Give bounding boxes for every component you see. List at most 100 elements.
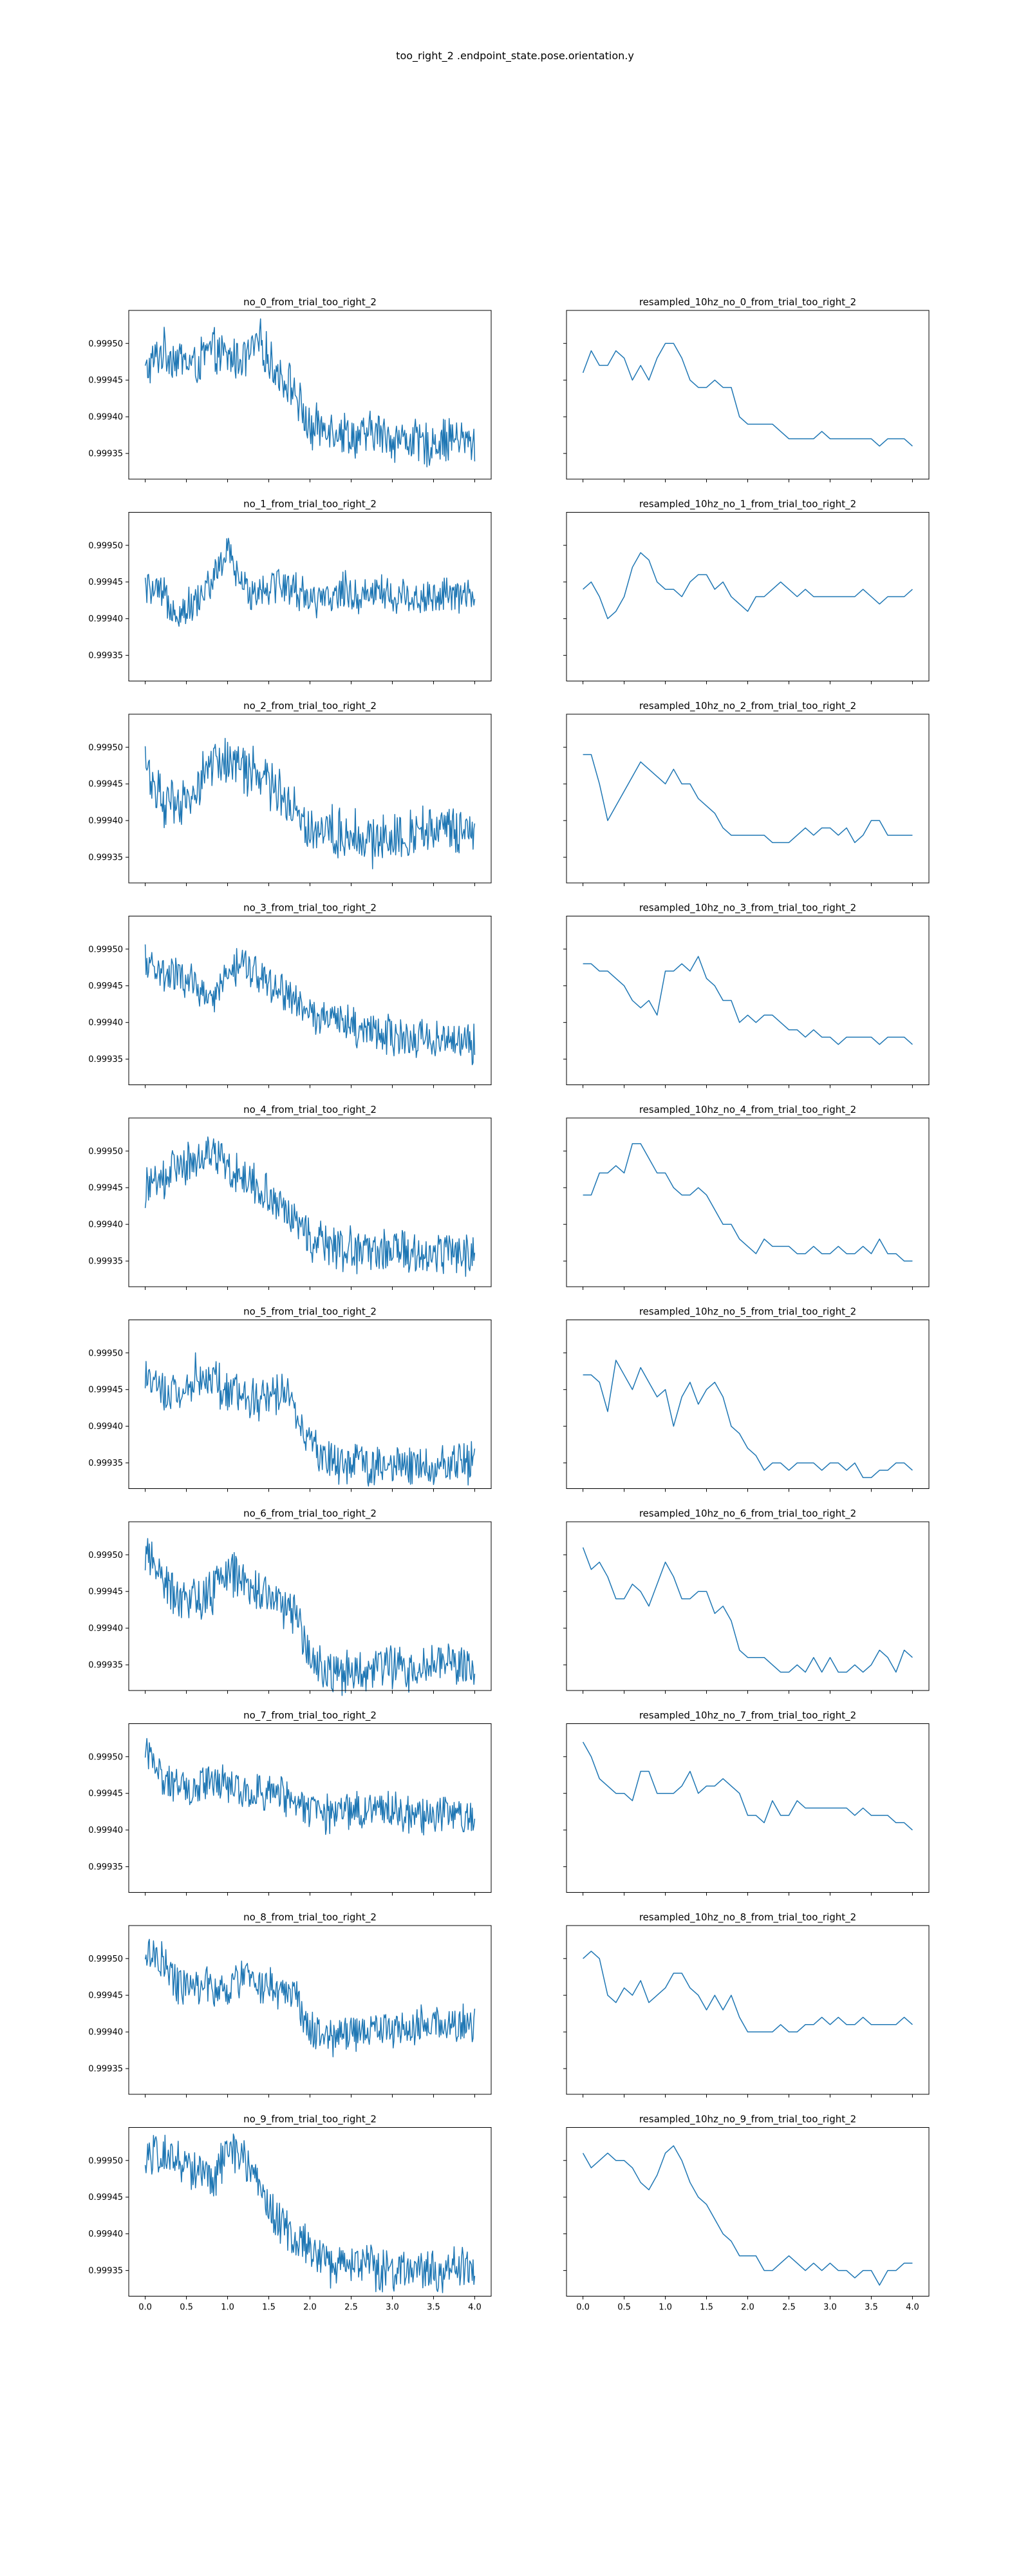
- series-line: [582, 343, 913, 447]
- subplot-title: no_6_from_trial_too_right_2: [243, 1508, 377, 1520]
- panel-4-resampled: resampled_10hz_no_4_from_trial_too_right…: [563, 1104, 930, 1290]
- series-line: [144, 737, 476, 869]
- series-line: [144, 1938, 476, 2058]
- panel-6-resampled: resampled_10hz_no_6_from_trial_too_right…: [563, 1508, 930, 1694]
- y-tick-label: 0.99940: [88, 1422, 123, 1432]
- panel-3-raw: no_3_from_trial_too_right_2 0.99935 0.9994…: [88, 902, 492, 1088]
- y-tick-label: 0.99950: [88, 1349, 123, 1358]
- panel-8-resampled: resampled_10hz_no_8_from_trial_too_right…: [563, 1911, 930, 2098]
- y-tick-label: 0.99950: [88, 2156, 123, 2166]
- panel-0-raw: no_0_from_trial_too_right_2 0.99935 0.9994…: [88, 296, 492, 482]
- x-tick-label: 0.0: [138, 2303, 152, 2313]
- panel-7-raw: no_7_from_trial_too_right_2 0.99935 0.9994…: [88, 1710, 492, 1896]
- series-line: [144, 538, 476, 627]
- plot-frame: [566, 1521, 930, 1691]
- series-line: [583, 753, 913, 844]
- y-tick-label: 0.99935: [88, 651, 123, 661]
- series-line: [583, 1359, 913, 1479]
- series-line: [582, 1547, 913, 1673]
- panel-4-raw: no_4_from_trial_too_right_2 0.99935 0.9994…: [88, 1104, 492, 1290]
- x-tick-label: 0.5: [180, 2303, 193, 2313]
- y-tick-label: 0.99940: [88, 817, 123, 826]
- x-tick-label: 4.0: [468, 2303, 482, 2313]
- panel-8-raw: no_8_from_trial_too_right_2 0.99935 0.9994…: [88, 1911, 492, 2098]
- panel-1-resampled: resampled_10hz_no_1_from_trial_too_right…: [563, 498, 930, 685]
- panel-1-raw: no_1_from_trial_too_right_2 0.99935 0.9994…: [88, 498, 492, 685]
- series-line: [144, 1738, 476, 1836]
- subplot-title: no_0_from_trial_too_right_2: [243, 296, 377, 308]
- y-tick-label: 0.99945: [88, 578, 123, 587]
- x-tick-label: 2.0: [741, 2303, 754, 2313]
- y-tick-label: 0.99935: [88, 1862, 123, 1872]
- y-tick-label: 0.99945: [88, 1991, 123, 2001]
- y-tick-label: 0.99950: [88, 339, 123, 349]
- y-tick-label: 0.99945: [88, 1184, 123, 1193]
- subplot-title: no_2_from_trial_too_right_2: [243, 700, 377, 712]
- plot-frame: [128, 1320, 492, 1489]
- series-line: [582, 1741, 913, 1831]
- y-tick-label: 0.99935: [88, 2065, 123, 2074]
- y-tick-label: 0.99935: [88, 853, 123, 863]
- plot-frame: [128, 512, 492, 681]
- plot-frame: [566, 1117, 930, 1287]
- y-tick-label: 0.99945: [88, 981, 123, 991]
- y-tick-label: 0.99935: [88, 2266, 123, 2276]
- y-tick-label: 0.99945: [88, 1385, 123, 1395]
- x-tick-label: 3.0: [386, 2303, 399, 2313]
- subplot-grid: no_0_from_trial_too_right_2 0.99935 0.9994…: [88, 296, 930, 2313]
- series-line: [583, 1951, 913, 2032]
- y-tick-label: 0.99950: [88, 1955, 123, 1964]
- subplot-title: resampled_10hz_no_0_from_trial_too_right…: [639, 296, 856, 308]
- plot-frame: [128, 310, 492, 480]
- series-line: [144, 944, 476, 1066]
- plot-frame: [566, 714, 930, 884]
- series-line: [583, 552, 913, 620]
- subplot-title: resampled_10hz_no_7_from_trial_too_right…: [639, 1710, 856, 1722]
- subplot-title: resampled_10hz_no_9_from_trial_too_right…: [639, 2114, 856, 2126]
- x-tick-label: 1.5: [262, 2303, 276, 2313]
- y-tick-label: 0.99940: [88, 1624, 123, 1634]
- panel-9-resampled: resampled_10hz_no_9_from_trial_too_right…: [563, 2114, 930, 2313]
- x-tick-label: 2.5: [344, 2303, 358, 2313]
- subplot-title: resampled_10hz_no_6_from_trial_too_right…: [639, 1508, 856, 1520]
- series-line: [583, 956, 913, 1045]
- y-tick-label: 0.99950: [88, 541, 123, 551]
- x-tick-label: 3.5: [865, 2303, 878, 2313]
- x-tick-label: 0.5: [617, 2303, 631, 2313]
- y-tick-label: 0.99935: [88, 1055, 123, 1065]
- subplot-title: no_4_from_trial_too_right_2: [243, 1104, 377, 1116]
- y-tick-label: 0.99935: [88, 1459, 123, 1468]
- plot-frame: [566, 916, 930, 1085]
- subplot-title: resampled_10hz_no_3_from_trial_too_right…: [639, 902, 856, 914]
- y-tick-label: 0.99940: [88, 2230, 123, 2239]
- plot-frame: [566, 310, 930, 480]
- plot-frame: [128, 714, 492, 884]
- y-tick-label: 0.99935: [88, 1661, 123, 1671]
- x-tick-label: 0.0: [576, 2303, 590, 2313]
- plot-frame: [128, 916, 492, 1085]
- y-tick-label: 0.99940: [88, 614, 123, 624]
- subplot-title: no_3_from_trial_too_right_2: [243, 902, 377, 914]
- subplot-title: resampled_10hz_no_4_from_trial_too_right…: [639, 1104, 856, 1116]
- panel-3-resampled: resampled_10hz_no_3_from_trial_too_right…: [563, 902, 930, 1088]
- y-tick-label: 0.99945: [88, 1587, 123, 1597]
- figure-suptitle: too_right_2 .endpoint_state.pose.orienta…: [396, 50, 634, 62]
- plot-frame: [128, 1925, 492, 2095]
- y-tick-label: 0.99940: [88, 413, 123, 422]
- series-line: [583, 1143, 913, 1262]
- series-line: [144, 318, 476, 468]
- subplot-title: resampled_10hz_no_1_from_trial_too_right…: [639, 498, 856, 511]
- panel-9-raw: no_9_from_trial_too_right_2 0.99935 0.9994…: [88, 2114, 492, 2313]
- x-tick-label: 3.5: [427, 2303, 440, 2313]
- x-tick-label: 1.0: [659, 2303, 672, 2313]
- series-line: [144, 1136, 476, 1277]
- plot-frame: [128, 1723, 492, 1893]
- plot-frame: [566, 2127, 930, 2297]
- y-tick-label: 0.99945: [88, 780, 123, 790]
- subplot-title: no_5_from_trial_too_right_2: [243, 1306, 377, 1318]
- panel-7-resampled: resampled_10hz_no_7_from_trial_too_right…: [563, 1710, 930, 1896]
- series-line: [144, 2133, 476, 2293]
- panel-5-resampled: resampled_10hz_no_5_from_trial_too_right…: [563, 1306, 930, 1492]
